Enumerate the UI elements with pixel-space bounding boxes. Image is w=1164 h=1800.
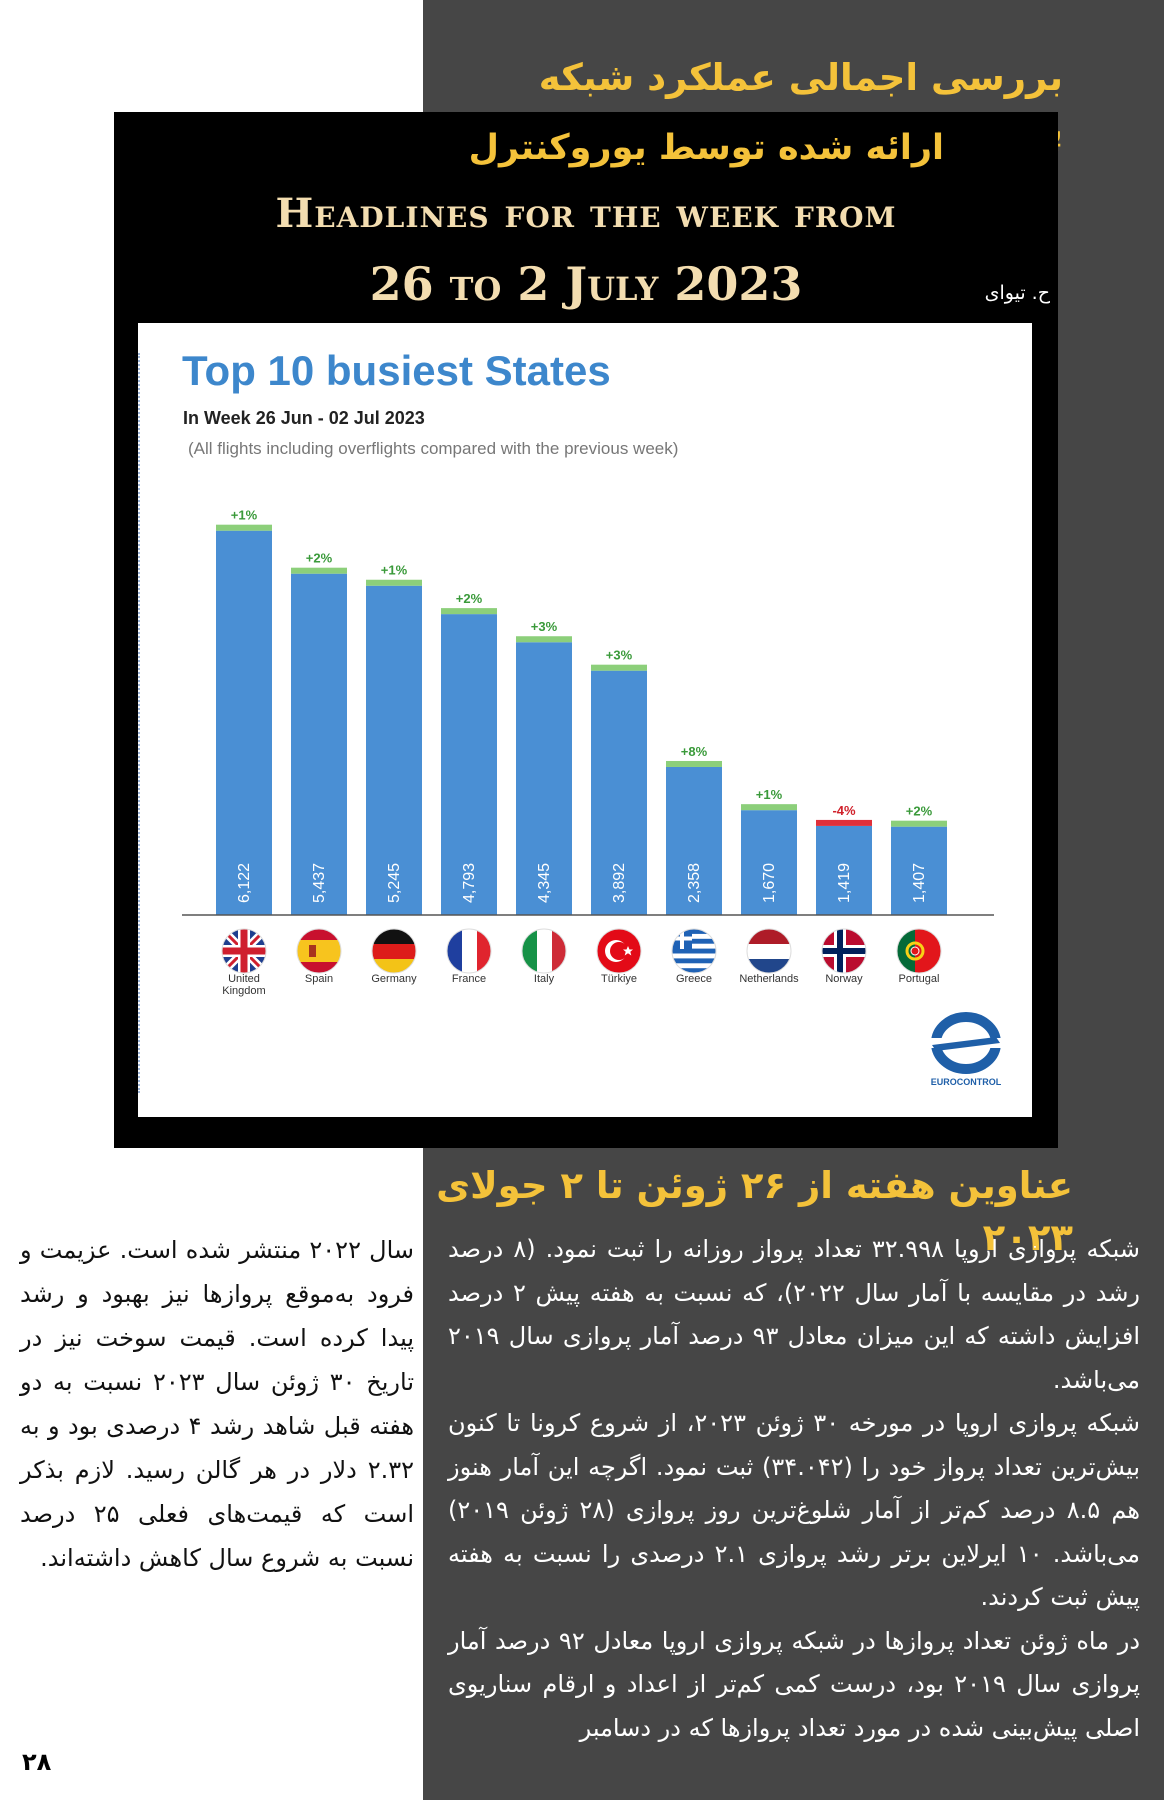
country-label-8: Netherlands xyxy=(739,973,799,985)
bar-3 xyxy=(366,585,422,915)
chart-edge-dots xyxy=(138,353,142,1093)
change-cap-4 xyxy=(441,608,497,615)
bar-7 xyxy=(666,766,722,915)
bar-2 xyxy=(291,573,347,915)
greece-flag-icon xyxy=(671,928,717,974)
change-cap-5 xyxy=(516,636,572,643)
bar-9 xyxy=(816,825,872,915)
change-cap-6 xyxy=(591,664,647,671)
bar-6 xyxy=(591,670,647,915)
change-label-7: +8% xyxy=(681,744,708,759)
value-label-6: 3,892 xyxy=(611,863,628,903)
value-label-7: 2,358 xyxy=(686,863,703,903)
eurocontrol-logo-text: EUROCONTROL xyxy=(931,1077,1002,1087)
value-label-4: 4,793 xyxy=(461,863,478,903)
change-label-5: +3% xyxy=(531,619,558,634)
country-label-9: Norway xyxy=(825,973,863,985)
article-column-right: شبکه پروازی اروپا ۳۲.۹۹۸ تعداد پرواز روز… xyxy=(448,1228,1140,1750)
country-label-4: France xyxy=(452,973,486,985)
section-title: عناوین هفته از ۲۶ ژوئن تا ۲ جولای ۲۰۲۳ xyxy=(436,1164,1073,1259)
country-label-1: United Kingdom xyxy=(222,973,265,997)
bar-1 xyxy=(216,530,272,915)
country-label-6: Türkiye xyxy=(601,973,637,985)
spain-flag-icon xyxy=(296,928,342,974)
change-cap-1 xyxy=(216,524,272,531)
france-flag-icon xyxy=(446,928,492,974)
article-paragraph: شبکه پروازی اروپا در مورخه ۳۰ ژوئن ۲۰۲۳،… xyxy=(448,1409,1141,1611)
norway-flag-icon xyxy=(821,928,867,974)
value-label-1: 6,122 xyxy=(236,863,253,903)
chart-panel: Top 10 busiest States In Week 26 Jun - 0… xyxy=(138,323,1032,1117)
bar-8 xyxy=(741,810,797,915)
value-label-9: 1,419 xyxy=(836,863,853,903)
page-number: ۲۸ xyxy=(22,1748,52,1776)
chart-note: (All flights including overflights compa… xyxy=(188,439,678,458)
turkiye-flag-icon xyxy=(596,928,642,974)
value-label-3: 5,245 xyxy=(386,863,403,903)
country-label-5: Italy xyxy=(534,973,555,985)
article-column-left: سال ۲۰۲۲ منتشر شده است. عزیمت و فرود به‌… xyxy=(20,1228,414,1580)
value-label-5: 4,345 xyxy=(536,863,553,903)
netherlands-flag-icon xyxy=(746,928,792,974)
article-paragraph: سال ۲۰۲۲ منتشر شده است. عزیمت و فرود به‌… xyxy=(20,1236,415,1572)
country-label-2: Spain xyxy=(305,973,333,985)
author-name: ح. تیوای xyxy=(984,282,1050,304)
value-label-2: 5,437 xyxy=(311,863,328,903)
change-label-3: +1% xyxy=(381,563,408,578)
change-cap-8 xyxy=(741,804,797,811)
change-label-8: +1% xyxy=(756,787,783,802)
bar-4 xyxy=(441,614,497,915)
germany-flag-icon xyxy=(371,928,417,974)
change-cap-3 xyxy=(366,579,422,586)
value-label-10: 1,407 xyxy=(911,863,928,903)
portugal-flag-icon xyxy=(896,928,942,974)
change-cap-10 xyxy=(891,820,947,827)
bars-layer: +1% 6,122 +2% 5,437 +1% 5,245 +2% 4,793 +3% 4,345… xyxy=(216,508,947,915)
headline-week: Headlines for the week from xyxy=(275,190,897,237)
chart-subtitle: In Week 26 Jun - 02 Jul 2023 xyxy=(183,408,425,428)
country-label-10: Portugal xyxy=(899,973,940,985)
headline-date: 26 to 2 July 2023 xyxy=(369,257,803,311)
change-cap-2 xyxy=(291,567,347,574)
country-label-3: Germany xyxy=(371,973,417,985)
article-paragraph: شبکه پروازی اروپا ۳۲.۹۹۸ تعداد پرواز روز… xyxy=(448,1235,1141,1394)
bar-chart: Top 10 busiest States In Week 26 Jun - 0… xyxy=(182,347,1004,1087)
article-paragraph: در ماه ژوئن تعداد پروازها در شبکه پروازی… xyxy=(448,1626,1141,1742)
change-label-6: +3% xyxy=(606,648,633,663)
change-label-1: +1% xyxy=(231,508,258,523)
sub-title: ارائه شده توسط یوروکنترل xyxy=(468,128,944,168)
change-label-2: +2% xyxy=(306,551,333,566)
flags-layer: United Kingdom Spain Germany France Italy Türk… xyxy=(221,928,942,997)
uk-flag-icon xyxy=(221,928,267,974)
change-cap-9 xyxy=(816,819,872,826)
change-label-9: -4% xyxy=(832,803,856,818)
bar-10 xyxy=(891,826,947,915)
value-label-8: 1,670 xyxy=(761,863,778,903)
chart-title: Top 10 busiest States xyxy=(182,347,611,394)
change-cap-7 xyxy=(666,760,722,767)
italy-flag-icon xyxy=(521,928,567,974)
eurocontrol-logo-icon xyxy=(926,1012,1004,1074)
country-label-7: Greece xyxy=(676,973,712,985)
bar-5 xyxy=(516,642,572,915)
change-label-10: +2% xyxy=(906,804,933,819)
change-label-4: +2% xyxy=(456,591,483,606)
